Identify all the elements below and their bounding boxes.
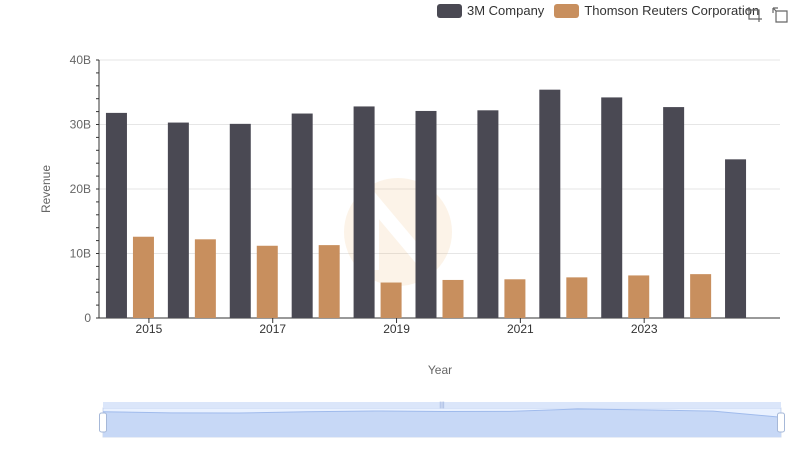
bars [105, 89, 747, 319]
x-axis-title: Year [428, 363, 452, 377]
bar [132, 236, 154, 318]
bar [291, 113, 313, 318]
zoom-preview-area [103, 409, 781, 437]
toolbox [746, 6, 798, 24]
bar [318, 245, 340, 318]
x-tick-label: 2019 [383, 322, 410, 336]
y-tick-label: 0 [84, 311, 91, 325]
x-tick-label: 2017 [259, 322, 286, 336]
y-axis-title: Revenue [39, 165, 53, 213]
bar [566, 277, 588, 318]
x-tick-label: 2023 [631, 322, 658, 336]
legend: 3M Company Thomson Reuters Corporation [437, 3, 769, 18]
y-tick-label: 30B [70, 118, 91, 132]
bar [690, 274, 712, 318]
bar [504, 279, 526, 318]
zoom-handle-right[interactable] [777, 412, 785, 433]
bar [167, 122, 189, 318]
legend-label-thomson-reuters: Thomson Reuters Corporation [584, 3, 760, 18]
x-tick-label: 2015 [136, 322, 163, 336]
zoom-handle-left[interactable] [99, 412, 107, 433]
bar [663, 107, 685, 319]
zoom-selection [103, 408, 781, 437]
legend-item-3m[interactable]: 3M Company [437, 3, 544, 18]
bar [229, 123, 251, 318]
bar [194, 239, 216, 318]
y-tick-label: 40B [70, 53, 91, 67]
bar [256, 245, 278, 318]
zoom-icon[interactable] [746, 6, 764, 24]
bar [415, 110, 437, 318]
bar [725, 159, 747, 318]
bar [477, 110, 499, 318]
legend-swatch-3m [437, 3, 462, 18]
x-tick-label: 2021 [507, 322, 534, 336]
legend-label-3m: 3M Company [467, 3, 545, 18]
y-tick-label: 20B [70, 182, 91, 196]
zoom-preview-line [102, 408, 782, 418]
restore-icon[interactable] [772, 6, 790, 24]
zoom-grip-icon: ||| [439, 402, 445, 409]
bar [380, 282, 402, 318]
bar [105, 112, 127, 318]
bar [601, 97, 623, 318]
y-tick-label: 10B [70, 247, 91, 261]
bar [539, 89, 561, 318]
bar [442, 279, 464, 318]
bar [353, 106, 375, 318]
bar [628, 275, 650, 318]
data-zoom-slider[interactable]: ||| [99, 402, 785, 438]
legend-item-thomson-reuters[interactable]: Thomson Reuters Corporation [554, 3, 759, 18]
zoom-move-bar [103, 402, 781, 408]
legend-swatch-thomson-reuters [554, 3, 580, 18]
